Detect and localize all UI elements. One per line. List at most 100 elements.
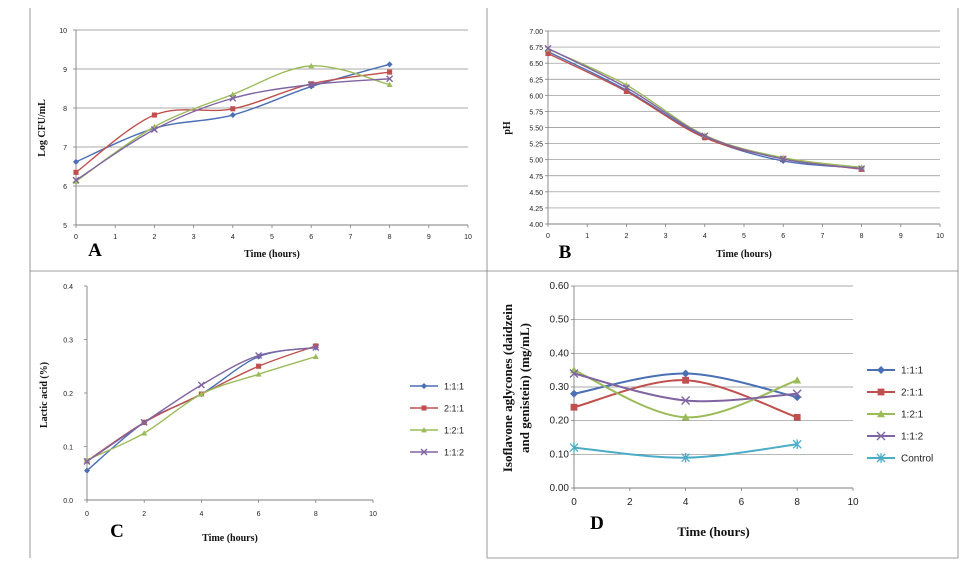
x-tick-label: 10: [464, 234, 472, 241]
y-axis-title-line: Isoflavone aglycones (daidzein: [500, 303, 515, 472]
data-point: [387, 69, 393, 75]
legend-marker: [421, 383, 427, 389]
legend-marker: [421, 405, 427, 411]
y-tick-label: 6: [63, 184, 67, 191]
y-tick-label: 0.20: [550, 416, 570, 427]
data-point: [140, 418, 148, 426]
legend-item: 1:1:2: [867, 432, 924, 443]
data-point: [570, 403, 578, 411]
data-point: [150, 125, 158, 133]
legend-marker: [877, 366, 885, 374]
panel-letter: B: [559, 242, 572, 263]
data-point: [73, 158, 79, 165]
series-4: [544, 44, 866, 173]
series-control: [569, 439, 802, 463]
legend-label: 1:2:1: [901, 410, 924, 421]
y-axis-title: Log CFU/mL: [37, 99, 48, 157]
y-tick-label: 0.2: [63, 391, 73, 398]
legend-label: 1:1:2: [901, 432, 924, 443]
x-tick-label: 0: [85, 511, 89, 518]
data-point: [73, 169, 79, 175]
data-point: [681, 369, 690, 378]
y-tick-label: 5.25: [529, 142, 543, 149]
data-point: [255, 371, 262, 377]
data-point: [72, 176, 80, 184]
legend-marker: [877, 388, 885, 396]
panel-b: 4.00 4.25 4.50 4.75 5.00 5.25 5.50 5.75 6.00 6.25…: [502, 29, 944, 263]
x-axis-title: Time (hours): [677, 524, 749, 539]
legend: 1:1:1 2:1:1 1:2:1 1:1:2 Control: [867, 366, 933, 465]
legend-marker: [421, 427, 427, 433]
panel-letter: D: [590, 513, 604, 534]
x-tick-label: 0: [74, 234, 78, 241]
legend-item: 1:1:1: [410, 382, 464, 392]
data-point: [386, 81, 393, 87]
data-point: [793, 376, 802, 384]
x-tick-label: 7: [820, 233, 824, 240]
data-point: [151, 112, 157, 118]
y-tick-label: 5.50: [529, 126, 543, 133]
legend-label: 1:2:1: [444, 426, 464, 436]
y-tick-label: 5.00: [529, 158, 543, 165]
x-tick-label: 6: [309, 234, 313, 241]
legend-item: 1:2:1: [867, 410, 924, 421]
data-point: [858, 165, 866, 173]
x-tick-label: 8: [794, 497, 800, 508]
panel-letter: A: [88, 240, 102, 261]
data-point: [681, 413, 690, 421]
y-tick-label: 5.75: [529, 109, 543, 116]
legend-item: 2:1:1: [410, 404, 464, 414]
legend-label: 2:1:1: [444, 404, 464, 414]
legend-label: 1:1:2: [444, 448, 464, 458]
y-tick-label: 0.0: [63, 498, 73, 505]
series-4: [72, 75, 394, 184]
y-tick-label: 0.40: [550, 348, 570, 359]
y-tick-label: 0.60: [550, 281, 570, 292]
series-1-2-1: [84, 353, 319, 463]
x-tick-label: 6: [257, 511, 261, 518]
x-tick-label: 2: [627, 497, 633, 508]
legend-label: 1:1:1: [444, 382, 464, 392]
data-point: [312, 353, 319, 360]
x-tick-label: 5: [270, 234, 274, 241]
x-tick-label: 10: [847, 497, 859, 508]
data-point: [682, 376, 689, 384]
legend-label: 1:1:1: [901, 366, 924, 377]
legend-marker: [420, 448, 428, 456]
series-1-1-2: [569, 369, 802, 405]
data-point: [544, 44, 552, 52]
y-tick-label: 7: [63, 145, 67, 152]
data-point: [569, 369, 579, 379]
series-1-1-2: [83, 344, 320, 465]
y-tick-label: 9: [63, 67, 67, 74]
data-point: [141, 430, 148, 436]
legend-item: 1:2:1: [410, 426, 464, 436]
data-point: [569, 442, 579, 453]
y-tick-label: 6.00: [529, 93, 543, 100]
x-tick-label: 5: [742, 233, 746, 240]
x-tick-label: 8: [314, 511, 318, 518]
data-point: [83, 457, 91, 465]
y-tick-label: 4.75: [529, 174, 543, 181]
y-tick-label: 4.25: [529, 206, 543, 213]
data-point: [313, 343, 319, 349]
data-point: [197, 381, 205, 389]
x-tick-label: 0: [571, 497, 577, 508]
x-tick-label: 10: [936, 233, 944, 240]
x-axis-title: Time (hours): [202, 533, 258, 544]
x-tick-label: 9: [899, 233, 903, 240]
y-tick-label: 0.4: [63, 284, 73, 291]
data-point: [84, 467, 90, 474]
x-tick-label: 1: [113, 234, 117, 241]
x-tick-label: 6: [781, 233, 785, 240]
y-tick-label: 6.75: [529, 45, 543, 52]
data-point: [681, 395, 691, 405]
data-point: [622, 84, 630, 92]
legend-item: 1:1:1: [867, 366, 924, 377]
x-tick-label: 7: [348, 234, 352, 241]
legend: 1:1:1 2:1:1 1:2:1 1:1:2: [410, 382, 464, 458]
y-tick-label: 0.00: [550, 483, 570, 494]
y-tick-label: 4.50: [529, 190, 543, 197]
x-axis-title: Time (hours): [716, 249, 772, 260]
legend-item: Control: [867, 453, 933, 465]
